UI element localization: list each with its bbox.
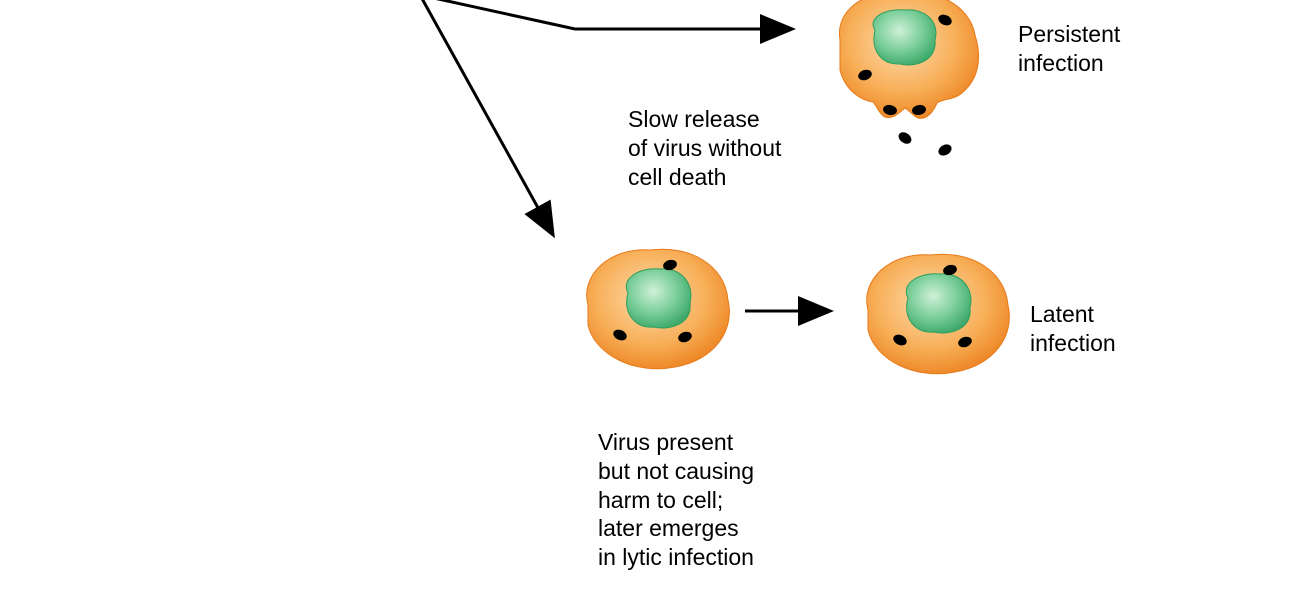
- arrow-to-persistent: [420, 0, 790, 29]
- persistent-title-label: Persistent infection: [1018, 20, 1120, 78]
- arrow-to-latent: [420, 0, 552, 233]
- persistent-cell: [805, 0, 1005, 160]
- latent-title-label: Latent infection: [1030, 300, 1116, 358]
- latent-cell-right: [840, 240, 1020, 400]
- persistent-desc-label: Slow release of virus without cell death: [628, 105, 781, 191]
- latent-desc-label: Virus present but not causing harm to ce…: [598, 428, 754, 572]
- latent-cell-left: [560, 235, 740, 395]
